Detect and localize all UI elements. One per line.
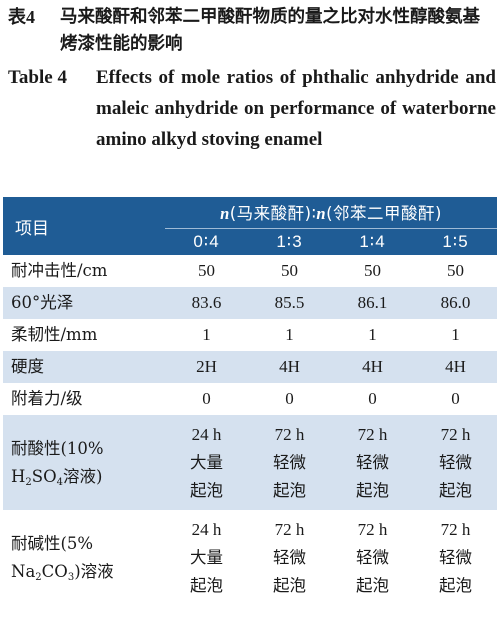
- cell-value: 83.6: [191, 293, 222, 312]
- cell-value: 0: [451, 389, 460, 408]
- cell-time: 72 h: [274, 424, 305, 444]
- row-label-acid: 耐酸性(10% H2SO4溶液): [3, 415, 165, 510]
- ratio-header-1: 0∶4: [165, 227, 248, 255]
- alkali-label-co: CO: [41, 561, 68, 581]
- cell-value: 50: [364, 261, 381, 280]
- cell-time: 72 h: [357, 424, 388, 444]
- cell-effect: 起泡: [356, 575, 389, 595]
- table-row-impact: 耐冲击性/cm 50 50 50 50: [3, 255, 498, 287]
- cell-degree: 轻微: [439, 547, 473, 567]
- cell-value: 1: [285, 325, 294, 344]
- cell-value: 72 h 轻微起泡: [331, 415, 414, 510]
- cell-value: 2H: [196, 357, 217, 376]
- cell-value: 72 h 轻微起泡: [414, 415, 497, 510]
- cell-value: 24 h 大量起泡: [165, 510, 248, 605]
- table-row-alkali-resistance: 耐碱性(5% Na2CO3)溶液 24 h 大量起泡 72 h 轻微起泡 72 h 轻…: [3, 510, 498, 605]
- cell-time: 24 h: [191, 424, 222, 444]
- alkali-label-line1: 耐碱性(5%: [11, 533, 94, 553]
- row-label: 硬度: [11, 357, 44, 376]
- cell-effect: 起泡: [190, 480, 223, 500]
- table-caption-english: Table 4 Effects of mole ratios of phthal…: [8, 62, 496, 155]
- table-number-english: Table 4: [8, 67, 67, 88]
- table-title-chinese: 马来酸酐和邻苯二甲酸酐物质的量之比对水性醇酸氨基烤漆性能的影响: [60, 7, 480, 54]
- cell-value: 85.5: [274, 293, 305, 312]
- table-row-gloss: 60°光泽 83.6 85.5 86.1 86.0: [3, 287, 498, 319]
- row-label: 柔韧性/mm: [11, 325, 98, 344]
- acid-label-sub2: 4: [56, 476, 63, 488]
- cell-value: 4H: [362, 357, 383, 376]
- row-label: 附着力/级: [11, 389, 83, 408]
- cell-time: 72 h: [274, 519, 305, 539]
- cell-time: 72 h: [440, 424, 471, 444]
- table-caption-chinese: 表4 马来酸酐和邻苯二甲酸酐物质的量之比对水性醇酸氨基烤漆性能的影响: [8, 4, 496, 58]
- cell-value: 50: [281, 261, 298, 280]
- properties-table: 项目 n(马来酸酐)∶n(邻苯二甲酸酐) 0∶4 1∶3 1∶4 1∶5 耐冲击…: [3, 197, 498, 605]
- cell-value: 24 h 大量起泡: [165, 415, 248, 510]
- group-n2: n: [316, 204, 327, 224]
- acid-label-solution: 溶液): [62, 466, 103, 486]
- cell-value: 1: [368, 325, 377, 344]
- table-row-flexibility: 柔韧性/mm 1 1 1 1: [3, 319, 498, 351]
- cell-effect: 起泡: [439, 575, 473, 595]
- ratio-header-4: 1∶5: [414, 227, 498, 255]
- cell-time: 24 h: [191, 519, 222, 539]
- table-row-hardness: 硬度 2H 4H 4H 4H: [3, 351, 498, 383]
- cell-value: 0: [202, 389, 211, 408]
- cell-value: 72 h 轻微起泡: [414, 510, 497, 605]
- cell-degree: 轻微: [439, 452, 473, 472]
- acid-label-so: SO: [31, 466, 57, 486]
- cell-value: 0: [368, 389, 377, 408]
- alkali-label-sub2: 3: [67, 571, 75, 583]
- row-label-alkali: 耐碱性(5% Na2CO3)溶液: [3, 510, 165, 605]
- acid-label-h: H: [11, 466, 26, 486]
- cell-effect: 起泡: [273, 480, 306, 500]
- cell-value: 72 h 轻微起泡: [248, 510, 331, 605]
- cell-value: 50: [447, 261, 465, 280]
- acid-label-line1: 耐酸性(10%: [11, 438, 104, 458]
- cell-value: 86.0: [440, 293, 471, 312]
- table-row-acid-resistance: 耐酸性(10% H2SO4溶液) 24 h 大量起泡 72 h 轻微起泡 72 h 轻…: [3, 415, 498, 510]
- row-label: 60°光泽: [11, 293, 74, 312]
- cell-value: 72 h 轻微起泡: [248, 415, 331, 510]
- cell-value: 1: [202, 325, 211, 344]
- table-number-chinese: 表4: [8, 7, 35, 27]
- alkali-label-sub1: 2: [35, 571, 42, 583]
- cell-value: 4H: [279, 357, 300, 376]
- table-title-english: Effects of mole ratios of phthalic anhyd…: [96, 67, 496, 150]
- cell-value: 0: [285, 389, 294, 408]
- alkali-label-solution: )溶液: [74, 561, 114, 581]
- cell-effect: 起泡: [439, 480, 473, 500]
- cell-degree: 大量: [190, 547, 223, 567]
- cell-value: 1: [451, 325, 460, 344]
- table-body: 耐冲击性/cm 50 50 50 50 60°光泽 83.6 85.5 86.1…: [3, 255, 498, 605]
- cell-degree: 轻微: [273, 547, 306, 567]
- row-header-item: 项目: [15, 218, 49, 239]
- ratio-header-2: 1∶3: [248, 227, 331, 255]
- alkali-label-na: Na: [11, 561, 36, 581]
- cell-effect: 起泡: [273, 575, 306, 595]
- group-mid: (马来酸酐)∶: [229, 204, 317, 224]
- cell-value: 4H: [445, 357, 466, 376]
- acid-label-sub1: 2: [25, 476, 32, 488]
- cell-degree: 轻微: [356, 547, 389, 567]
- cell-effect: 起泡: [190, 575, 223, 595]
- cell-degree: 轻微: [356, 452, 389, 472]
- mole-ratio-group-header: n(马来酸酐)∶n(邻苯二甲酸酐): [165, 197, 497, 228]
- table-row-adhesion: 附着力/级 0 0 0 0: [3, 383, 498, 415]
- cell-time: 72 h: [357, 519, 388, 539]
- cell-value: 72 h 轻微起泡: [331, 510, 414, 605]
- table-header: 项目 n(马来酸酐)∶n(邻苯二甲酸酐) 0∶4 1∶3 1∶4 1∶5: [3, 197, 498, 255]
- cell-value: 86.1: [357, 293, 388, 312]
- cell-value: 50: [198, 261, 215, 280]
- cell-degree: 轻微: [273, 452, 306, 472]
- ratio-header-3: 1∶4: [331, 227, 414, 255]
- cell-time: 72 h: [440, 519, 471, 539]
- cell-effect: 起泡: [356, 480, 389, 500]
- cell-degree: 大量: [190, 452, 223, 472]
- row-label: 耐冲击性/cm: [11, 261, 108, 280]
- group-n1: n: [220, 204, 230, 224]
- group-end: (邻苯二甲酸酐): [326, 204, 442, 224]
